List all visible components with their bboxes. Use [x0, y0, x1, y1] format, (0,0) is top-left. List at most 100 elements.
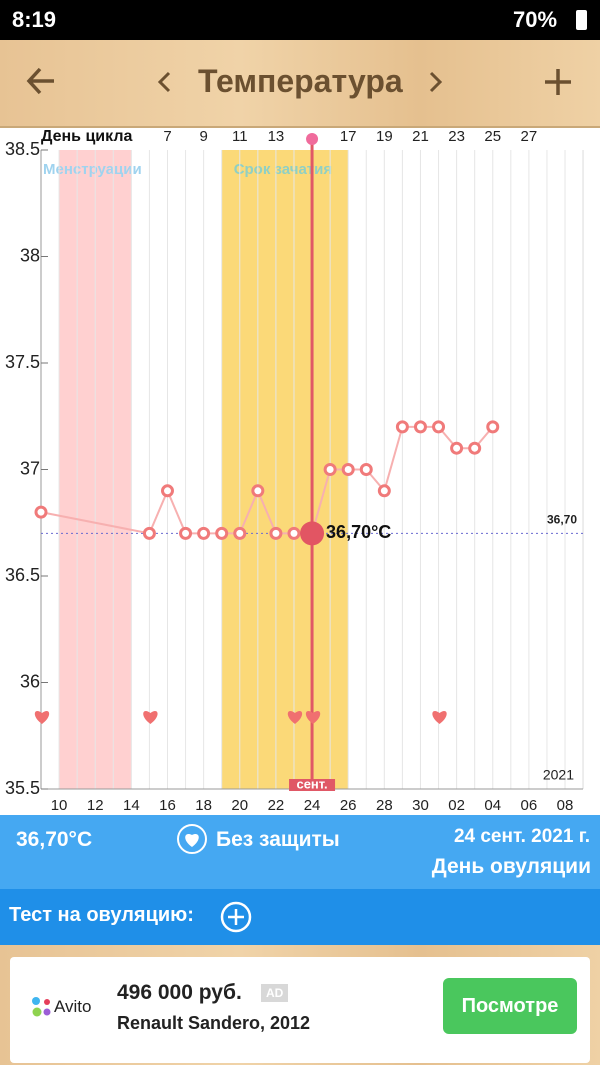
temperature-point [179, 526, 193, 540]
ad-brand: Avito [54, 997, 92, 1016]
heart [432, 711, 447, 724]
x-tick-label: 16 [159, 797, 176, 814]
add-button[interactable] [544, 68, 572, 96]
temperature-point [432, 420, 446, 434]
temperature-point [251, 484, 265, 498]
x-tick-label: 04 [484, 797, 501, 814]
heart [143, 711, 158, 724]
ad-price: 496 000 руб. [117, 981, 242, 1004]
menstruation-day [95, 150, 114, 789]
date: 24 сент. 2021 г. [453, 826, 590, 847]
x-tick-label: 28 [376, 797, 393, 814]
temperature-point [395, 420, 409, 434]
heart [34, 711, 50, 724]
temperature-chart: Менструации Срок зачатия 35.5 36 36.5 37 37.5 3… [0, 128, 600, 815]
cycle-day-label: 19 [376, 128, 393, 145]
y-tick-label: 35.5 [5, 778, 40, 798]
temperature-segment [166, 490, 187, 534]
cycle-day-label: 21 [412, 128, 429, 145]
y-tick-label: 36 [20, 671, 40, 691]
temperature-segment [40, 511, 150, 535]
temperature-point [287, 526, 301, 540]
fertile-day [312, 150, 331, 789]
x-tick-label: 02 [448, 797, 465, 814]
temperature-point [34, 505, 48, 519]
x-tick-label: 14 [123, 797, 140, 814]
x-tick-label: 20 [231, 797, 248, 814]
menstruation-day [77, 150, 96, 789]
x-tick-label: 26 [340, 797, 357, 814]
temperature-point [160, 484, 174, 498]
ad-button[interactable]: Посмотре [443, 978, 577, 1034]
fertile-day [293, 150, 313, 789]
fertile-day [221, 150, 241, 789]
temperature-point [413, 420, 427, 434]
heart [305, 711, 321, 724]
protection-icon [177, 824, 207, 854]
cycle-day-title: День цикла [41, 128, 132, 145]
x-tick-label: 06 [521, 797, 538, 814]
heart [287, 711, 303, 724]
cycle-day-label: 13 [268, 128, 285, 145]
x-tick-label: 30 [412, 797, 429, 814]
selected-day-dot [306, 133, 319, 145]
status-bar: 8:19 70% [0, 0, 600, 40]
x-tick-label: 18 [195, 797, 212, 814]
temperature: 36,70°C [16, 828, 93, 851]
temperature-point [215, 526, 229, 540]
temperature-point [269, 526, 283, 540]
next-button[interactable] [428, 70, 444, 94]
month-badge [289, 779, 336, 791]
ad-badge: AD [261, 984, 289, 1002]
x-tick-label: 24 [304, 797, 321, 814]
day-info: 36,70°C Без защиты 24 сент. 2021 г. День… [0, 815, 600, 889]
x-tick-label: 22 [268, 797, 285, 814]
menstruation-day [59, 150, 78, 789]
ovulation-test: Тест на овуляцию: [0, 889, 600, 945]
temperature-point [377, 484, 391, 498]
add-test-button[interactable] [220, 901, 252, 933]
prev-button[interactable] [156, 70, 172, 94]
test-label: Тест на овуляцию: [9, 904, 194, 926]
temperature-point [341, 463, 355, 476]
ad-card[interactable]: Avito 496 000 руб. AD Renault Sandero, 2… [10, 957, 590, 1063]
selected-point [300, 521, 325, 546]
cycle-day-label: 27 [521, 128, 538, 145]
temperature-segment [256, 490, 277, 534]
temperature-point [359, 463, 373, 476]
battery-icon [576, 10, 587, 30]
y-tick-label: 37 [20, 458, 40, 478]
menstruation-label: Менструации [43, 161, 142, 178]
month-label: сент. [296, 776, 327, 791]
year-label: 2021 [543, 767, 574, 783]
clock: 8:19 [12, 7, 57, 32]
fertile-day [239, 150, 259, 789]
temperature-point [468, 441, 482, 455]
temperature-segment [238, 490, 259, 534]
cycle-day-label: 11 [232, 128, 248, 145]
temperature-point [197, 526, 211, 540]
cycle-day-label: 25 [484, 128, 501, 145]
fertile-day [275, 150, 295, 789]
temperature-point [486, 420, 500, 434]
battery-level: 70% [513, 7, 558, 32]
cycle-day-label: 23 [448, 128, 465, 145]
x-tick-label: 10 [51, 797, 68, 814]
y-tick-label: 36.5 [5, 565, 40, 585]
temperature-point [323, 463, 337, 476]
screen-title: Температура [198, 63, 403, 99]
ad-model: Renault Sandero, 2012 [117, 1013, 311, 1033]
y-tick-label: 37.5 [5, 352, 40, 372]
cover-line-label: 36,70 [547, 513, 577, 527]
cycle-day-label: 7 [163, 128, 171, 145]
y-tick-label: 38.5 [5, 139, 40, 159]
cycle-day-label: 9 [199, 128, 207, 145]
back-button[interactable] [26, 66, 56, 96]
avito-logo [32, 997, 51, 1017]
cycle-day-label: 17 [340, 128, 357, 145]
menstruation-day [113, 150, 132, 789]
temperature-point [142, 526, 156, 540]
day-type: День овуляции [431, 855, 591, 878]
temperature-segment [148, 490, 169, 534]
